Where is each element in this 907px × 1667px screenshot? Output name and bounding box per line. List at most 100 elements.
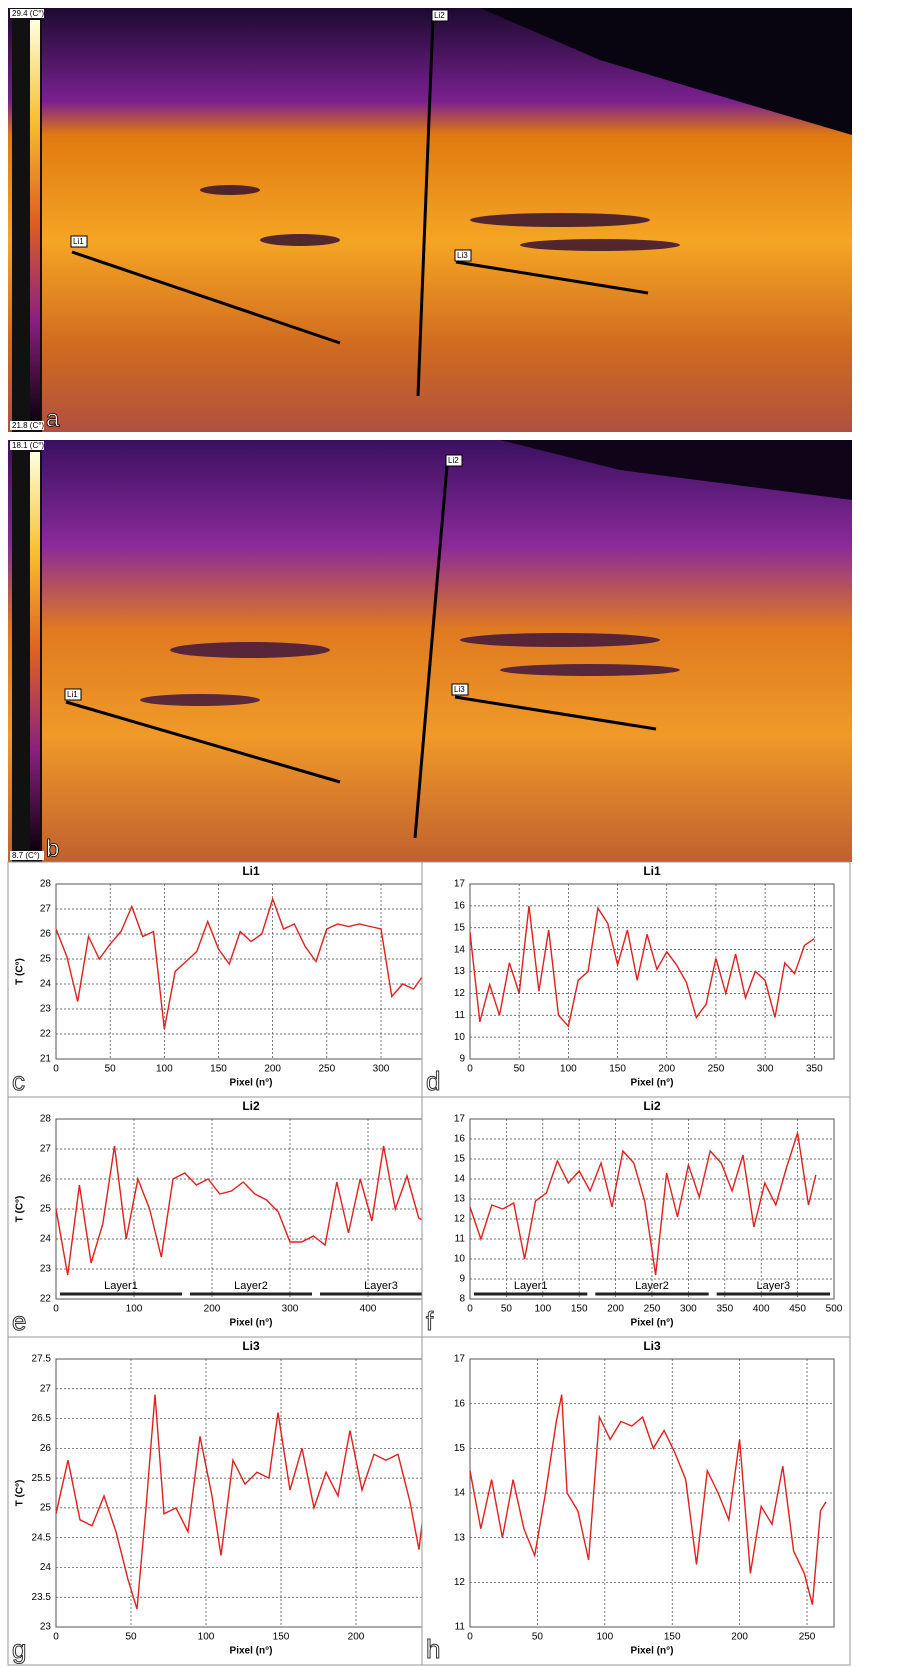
- plot-frame: [469, 1358, 835, 1628]
- panel-frame: [421, 861, 851, 1098]
- line-label: Li1: [67, 690, 78, 699]
- y-axis-label: T (C°): [15, 1480, 26, 1507]
- y-tick-label: 27.5: [32, 1354, 52, 1365]
- y-tick-label: 11: [455, 1234, 466, 1245]
- line-label: Li3: [457, 251, 468, 260]
- y-tick-label: 8: [459, 1294, 465, 1305]
- y-tick-label: 13: [454, 1194, 466, 1205]
- x-tick-label: 350: [716, 1304, 733, 1315]
- line-label: Li1: [73, 237, 84, 246]
- y-tick-label: 9: [459, 1054, 465, 1065]
- panel-frame: [7, 1336, 463, 1666]
- y-tick-label: 14: [454, 1488, 466, 1499]
- colorbar-max: 18.1 (C°): [12, 441, 44, 450]
- x-tick-label: 0: [467, 1304, 473, 1315]
- x-tick-label: 50: [125, 1632, 137, 1643]
- x-tick-label: 50: [532, 1632, 544, 1643]
- x-tick-label: 100: [534, 1304, 551, 1315]
- y-tick-label: 12: [454, 1577, 466, 1588]
- chart-title: Li3: [242, 1339, 260, 1353]
- data-line: [469, 905, 815, 1028]
- y-tick-label: 15: [454, 1443, 466, 1454]
- x-tick-label: 0: [53, 1632, 59, 1643]
- data-line: [469, 1132, 817, 1276]
- y-tick-label: 26: [40, 1174, 52, 1185]
- x-tick-label: 100: [156, 1064, 173, 1075]
- colorbar-max: 29.4 (C°): [12, 9, 44, 18]
- y-tick-label: 12: [454, 988, 466, 999]
- panel-letter: e: [12, 1306, 26, 1336]
- y-tick-label: 23: [40, 1622, 52, 1633]
- y-tick-label: 14: [454, 1174, 466, 1185]
- x-tick-label: 0: [467, 1064, 473, 1075]
- y-tick-label: 13: [454, 1532, 466, 1543]
- x-tick-label: 250: [708, 1064, 725, 1075]
- data-line: [55, 1145, 431, 1276]
- x-tick-label: 50: [105, 1064, 117, 1075]
- y-tick-label: 10: [454, 1032, 466, 1043]
- line-label: Li2: [448, 456, 459, 465]
- y-tick-label: 10: [454, 1254, 466, 1265]
- panel-frame: [7, 861, 463, 1098]
- y-tick-label: 21: [40, 1054, 52, 1065]
- x-tick-label: 100: [596, 1632, 613, 1643]
- y-tick-label: 27: [40, 904, 52, 915]
- x-axis-label: Pixel (n°): [631, 1318, 674, 1329]
- x-tick-label: 250: [799, 1632, 816, 1643]
- y-axis-label: T (C°): [15, 1196, 26, 1223]
- y-tick-label: 23.5: [32, 1592, 52, 1603]
- x-tick-label: 300: [282, 1304, 299, 1315]
- y-tick-label: 28: [40, 1114, 52, 1125]
- chart-title: Li3: [643, 1339, 661, 1353]
- layer-label: Layer3: [364, 1280, 398, 1292]
- panel-frame: [421, 1096, 851, 1338]
- x-tick-label: 350: [806, 1064, 823, 1075]
- y-tick-label: 28: [40, 879, 52, 890]
- y-tick-label: 15: [454, 922, 466, 933]
- colorbar-min: 21.8 (C°): [12, 421, 44, 430]
- y-tick-label: 24: [40, 1234, 52, 1245]
- x-axis-label: Pixel (n°): [230, 1646, 273, 1657]
- y-axis-label: T (C°): [15, 958, 26, 985]
- panel-letter: d: [426, 1066, 440, 1096]
- chart-title: Li2: [242, 1099, 260, 1113]
- layer-label: Layer1: [514, 1280, 548, 1292]
- y-tick-label: 24: [40, 979, 52, 990]
- y-tick-label: 26: [40, 1443, 52, 1454]
- line-label: Li2: [434, 11, 445, 20]
- y-tick-label: 22: [40, 1029, 52, 1040]
- x-tick-label: 200: [607, 1304, 624, 1315]
- y-tick-label: 13: [454, 966, 466, 977]
- layer-label: Layer2: [234, 1280, 268, 1292]
- y-tick-label: 24.5: [32, 1532, 52, 1543]
- x-tick-label: 400: [753, 1304, 770, 1315]
- x-tick-label: 500: [826, 1304, 843, 1315]
- chart-title: Li1: [643, 864, 661, 878]
- y-tick-label: 24: [40, 1562, 52, 1573]
- x-tick-label: 200: [204, 1304, 221, 1315]
- panel-frame: [421, 1336, 851, 1666]
- panel-letter: g: [12, 1634, 26, 1664]
- y-tick-label: 16: [454, 1398, 466, 1409]
- x-tick-label: 450: [789, 1304, 806, 1315]
- x-tick-label: 100: [560, 1064, 577, 1075]
- x-tick-label: 200: [658, 1064, 675, 1075]
- y-tick-label: 25: [40, 1503, 52, 1514]
- x-tick-label: 200: [731, 1632, 748, 1643]
- x-tick-label: 100: [198, 1632, 215, 1643]
- y-tick-label: 9: [459, 1274, 465, 1285]
- y-tick-label: 25.5: [32, 1473, 52, 1484]
- x-tick-label: 150: [273, 1632, 290, 1643]
- thermal-image-a: 29.4 (C°) 21.8 (C°) Li1 Li2 Li3 a: [8, 8, 852, 433]
- x-axis-label: Pixel (n°): [631, 1646, 674, 1657]
- y-tick-label: 25: [40, 954, 52, 965]
- x-tick-label: 300: [680, 1304, 697, 1315]
- y-tick-label: 23: [40, 1264, 52, 1275]
- data-line: [469, 1394, 827, 1605]
- chart-title: Li1: [242, 864, 260, 878]
- x-tick-label: 250: [318, 1064, 335, 1075]
- x-tick-label: 150: [571, 1304, 588, 1315]
- colorbar-min: 8.7 (C°): [12, 851, 40, 860]
- x-axis-label: Pixel (n°): [230, 1078, 273, 1089]
